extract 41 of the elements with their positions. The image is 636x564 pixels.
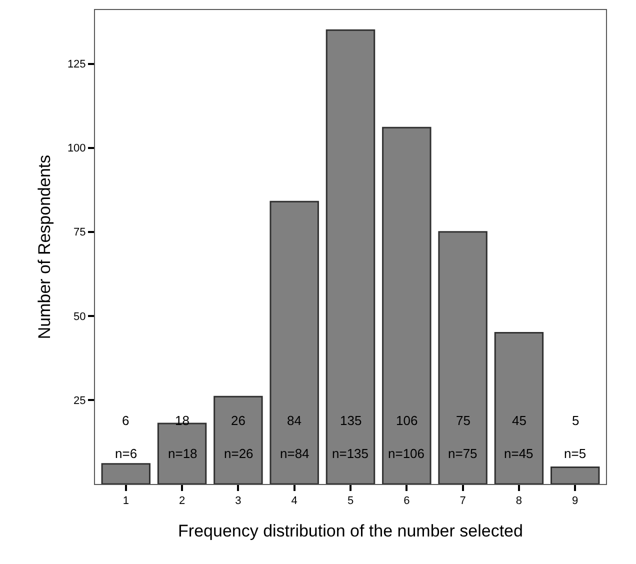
annotation: n=75 xyxy=(448,446,478,461)
bar xyxy=(326,29,376,484)
data-label: 75 xyxy=(456,413,470,428)
data-label: 45 xyxy=(512,413,526,428)
data-label: 5 xyxy=(572,413,580,428)
x-tick-label: 1 xyxy=(122,495,129,508)
bar xyxy=(494,332,544,484)
y-tick-label: 75 xyxy=(74,226,86,239)
x-tick-label: 4 xyxy=(291,495,298,508)
data-label: 84 xyxy=(287,413,302,428)
bar xyxy=(270,200,319,484)
bar xyxy=(382,126,432,484)
annotation: n=84 xyxy=(280,446,310,461)
data-label: 26 xyxy=(231,413,246,428)
bar xyxy=(438,231,488,484)
y-tick-label: 100 xyxy=(67,142,86,155)
y-tick-label: 25 xyxy=(74,394,86,407)
x-tick-label: 7 xyxy=(460,495,466,508)
annotation: n=6 xyxy=(115,446,138,461)
bar xyxy=(101,463,150,484)
y-tick-label: 125 xyxy=(67,58,86,71)
data-label: 135 xyxy=(340,413,362,428)
bar xyxy=(214,396,263,484)
x-axis-title: Frequency distribution of the number selected xyxy=(178,522,523,541)
x-tick-label: 5 xyxy=(347,495,354,508)
x-tick-label: 8 xyxy=(516,495,522,508)
annotation: n=18 xyxy=(168,446,198,461)
data-label: 6 xyxy=(122,413,130,428)
annotation: n=26 xyxy=(224,446,254,461)
x-tick-label: 9 xyxy=(572,495,578,508)
annotation: n=135 xyxy=(332,446,369,461)
bar xyxy=(550,466,600,484)
annotation: n=5 xyxy=(564,446,586,461)
x-tick-label: 2 xyxy=(178,495,186,508)
annotation: n=106 xyxy=(388,446,425,461)
y-axis-title: Number of Respondents xyxy=(34,154,54,340)
data-label: 106 xyxy=(396,413,418,428)
x-tick-label: 3 xyxy=(235,495,242,508)
annotation: n=45 xyxy=(504,446,534,461)
x-tick-label: 6 xyxy=(404,495,410,508)
y-tick-label: 50 xyxy=(74,310,86,323)
